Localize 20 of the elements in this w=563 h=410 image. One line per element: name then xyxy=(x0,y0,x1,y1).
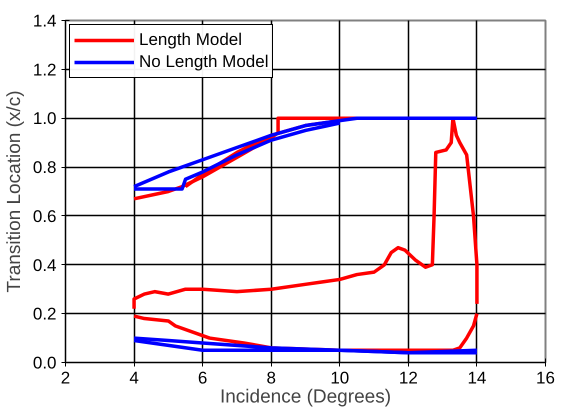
x-tick-label: 14 xyxy=(467,368,486,388)
y-tick-label: 1.0 xyxy=(32,109,57,128)
y-axis-title: Transition Location (x/c) xyxy=(4,90,25,293)
y-tick-label: 0.4 xyxy=(32,256,57,275)
y-tick-label: 0.8 xyxy=(32,158,57,178)
x-tick-label: 2 xyxy=(60,368,70,388)
x-tick-label: 10 xyxy=(330,368,350,388)
x-axis-title: Incidence (Degrees) xyxy=(220,386,392,408)
x-tick-label: 16 xyxy=(536,368,555,388)
y-tick-label: 1.4 xyxy=(32,12,57,30)
y-tick-label: 1.2 xyxy=(32,60,57,80)
y-tick-label: 0.0 xyxy=(32,354,57,372)
y-tick-label: 0.2 xyxy=(32,304,57,324)
x-tick-label: 6 xyxy=(198,368,208,388)
x-tick-label: 4 xyxy=(129,368,139,388)
x-tick-label: 12 xyxy=(398,368,418,388)
legend-label: No Length Model xyxy=(139,51,268,73)
y-tick-label: 0.6 xyxy=(32,206,57,226)
legend-label: Length Model xyxy=(139,29,242,51)
x-tick-label: 8 xyxy=(266,368,276,388)
